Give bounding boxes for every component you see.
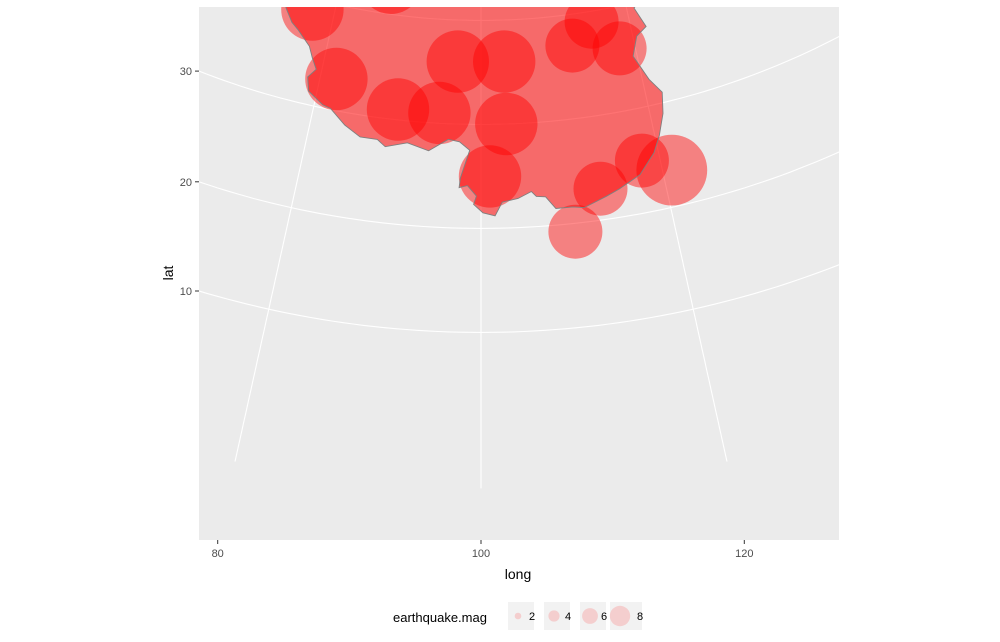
earthquake-point-sichuan xyxy=(475,92,538,156)
legend-key-box xyxy=(508,602,534,630)
earthquake-point-xinjiang-west xyxy=(281,7,344,41)
earthquake-density-fill xyxy=(285,7,663,216)
earthquake-point-qinghai xyxy=(426,30,489,93)
earthquake-point-taiwan xyxy=(636,134,708,206)
legend: earthquake.mag 2 4 6 8 xyxy=(393,602,643,630)
legend-key-label: 4 xyxy=(565,611,571,623)
axis-ticks: 102030405080100120 xyxy=(180,66,754,560)
y-tick-label: 20 xyxy=(180,177,192,189)
x-tick-label: 100 xyxy=(472,548,490,560)
y-tick-label: 10 xyxy=(180,286,192,298)
earthquake-point-hainan xyxy=(548,204,603,259)
earthquake-point-tibet-east xyxy=(408,81,471,145)
legend-key-point xyxy=(609,605,631,627)
legend-key-point xyxy=(548,610,560,622)
earthquake-point-hebei xyxy=(564,7,619,49)
earthquake-point-tibet-central xyxy=(366,78,430,141)
legend-key-label: 6 xyxy=(601,611,607,623)
legend-title: earthquake.mag xyxy=(393,610,487,625)
legend-key-box xyxy=(544,602,570,630)
x-tick-label: 120 xyxy=(735,548,753,560)
earthquake-point-gansu xyxy=(473,30,536,93)
legend-key-box xyxy=(580,602,606,630)
y-axis-title: lat xyxy=(160,266,176,281)
legend-key-label: 2 xyxy=(529,611,535,623)
earthquake-points xyxy=(281,7,708,259)
earthquake-point-tibet-west xyxy=(305,47,368,111)
legend-key-point xyxy=(514,612,522,620)
earthquake-point-guangdong xyxy=(573,161,628,216)
earthquake-point-shanxi xyxy=(545,18,600,73)
earthquake-point-xinjiang-north xyxy=(371,7,411,14)
x-axis-title: long xyxy=(505,566,531,582)
region-outline xyxy=(285,7,664,217)
y-tick-label: 30 xyxy=(180,66,192,78)
legend-key-box xyxy=(610,602,642,630)
region-border xyxy=(285,7,664,217)
earthquake-point-shandong xyxy=(592,21,647,76)
x-tick-label: 80 xyxy=(212,548,224,560)
legend-key-point xyxy=(582,608,598,624)
legend-key-label: 8 xyxy=(637,611,643,623)
earthquake-point-yunnan xyxy=(458,145,522,208)
